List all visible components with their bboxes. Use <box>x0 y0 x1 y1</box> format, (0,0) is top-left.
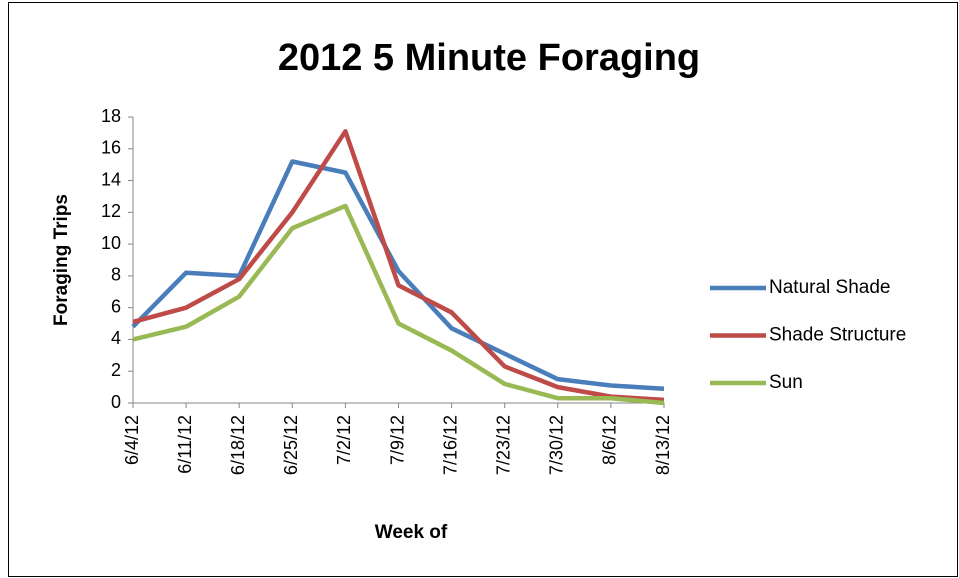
x-tick-label: 6/18/12 <box>228 415 248 475</box>
y-tick-label: 4 <box>111 328 121 348</box>
series-line <box>131 159 665 391</box>
x-tick-label: 7/30/12 <box>547 415 567 475</box>
y-tick-label: 14 <box>101 169 121 189</box>
y-tick-label: 0 <box>111 392 121 412</box>
x-axis-label: Week of <box>375 522 448 543</box>
x-tick-label: 8/13/12 <box>653 415 673 475</box>
y-tick-label: 6 <box>111 296 121 316</box>
legend-label: Natural Shade <box>769 277 890 298</box>
legend-label: Sun <box>769 372 803 393</box>
series-line <box>132 129 665 403</box>
y-tick-label: 2 <box>111 360 121 380</box>
x-tick-label: 7/16/12 <box>440 415 460 475</box>
chart-title: 2012 5 Minute Foraging <box>278 37 700 79</box>
x-tick-label: 8/6/12 <box>600 415 620 465</box>
y-tick-label: 18 <box>101 106 121 126</box>
y-tick-label: 10 <box>101 233 121 253</box>
x-tick-label: 7/2/12 <box>334 415 354 465</box>
y-tick-label: 12 <box>101 201 121 221</box>
x-tick-label: 6/4/12 <box>122 415 142 465</box>
x-tick-label: 6/25/12 <box>281 415 301 475</box>
y-axis-label: Foraging Trips <box>51 194 72 326</box>
x-tick-label: 7/9/12 <box>387 415 407 465</box>
y-tick-label: 16 <box>101 138 121 158</box>
series-line <box>132 203 665 406</box>
x-tick-label: 7/23/12 <box>493 415 513 475</box>
y-tick-label: 8 <box>111 265 121 285</box>
x-tick-label: 6/11/12 <box>175 415 195 474</box>
legend-label: Shade Structure <box>769 325 906 346</box>
